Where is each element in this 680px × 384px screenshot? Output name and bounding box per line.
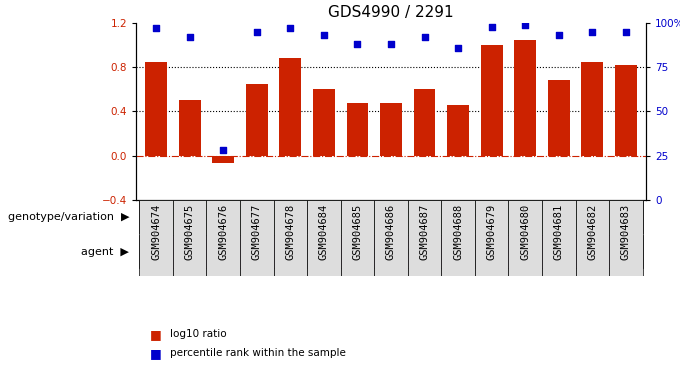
- Bar: [307, 200, 341, 276]
- Point: [285, 25, 296, 31]
- Text: none: none: [207, 245, 239, 258]
- Title: GDS4990 / 2291: GDS4990 / 2291: [328, 5, 454, 20]
- Text: GSM904676: GSM904676: [218, 204, 228, 260]
- Point: [318, 32, 329, 38]
- Point: [620, 29, 631, 35]
- Text: percentile rank within the sample: percentile rank within the sample: [170, 348, 346, 358]
- Bar: [548, 81, 570, 156]
- Bar: [481, 45, 503, 156]
- Point: [184, 34, 195, 40]
- Point: [587, 29, 598, 35]
- Bar: [279, 58, 301, 156]
- Text: GSM904682: GSM904682: [588, 204, 597, 260]
- Bar: [380, 103, 402, 156]
- Bar: [139, 235, 307, 268]
- Bar: [313, 89, 335, 156]
- Point: [386, 41, 396, 47]
- Bar: [575, 200, 609, 276]
- Point: [218, 147, 228, 153]
- Bar: [581, 62, 603, 156]
- Point: [554, 32, 564, 38]
- Text: GSM904674: GSM904674: [151, 204, 161, 260]
- Bar: [173, 200, 207, 276]
- Bar: [246, 84, 268, 156]
- Bar: [447, 105, 469, 156]
- Text: GSM904683: GSM904683: [621, 204, 631, 260]
- Text: GSM904685: GSM904685: [352, 204, 362, 260]
- Bar: [146, 62, 167, 156]
- Bar: [139, 200, 173, 276]
- Text: GSM904684: GSM904684: [319, 204, 329, 260]
- Bar: [307, 235, 475, 268]
- Point: [151, 25, 162, 31]
- Bar: [341, 200, 374, 276]
- Text: GSM904687: GSM904687: [420, 204, 430, 260]
- Text: GSM904680: GSM904680: [520, 204, 530, 260]
- Bar: [615, 65, 636, 156]
- Bar: [413, 89, 435, 156]
- Bar: [509, 200, 542, 276]
- Bar: [347, 103, 369, 156]
- Text: ■: ■: [150, 328, 161, 341]
- Text: GSM904686: GSM904686: [386, 204, 396, 260]
- Text: GSM904681: GSM904681: [554, 204, 564, 260]
- Point: [352, 41, 363, 47]
- Point: [453, 45, 464, 51]
- Text: GSM904688: GSM904688: [453, 204, 463, 260]
- Bar: [542, 200, 575, 276]
- Text: db/+: db/+: [208, 210, 239, 223]
- Text: rosiglitazone: rosiglitazone: [351, 245, 431, 258]
- Text: log10 ratio: log10 ratio: [170, 329, 226, 339]
- Bar: [240, 200, 273, 276]
- Bar: [514, 40, 536, 156]
- Bar: [475, 235, 643, 268]
- Point: [419, 34, 430, 40]
- Bar: [207, 200, 240, 276]
- Bar: [609, 200, 643, 276]
- Bar: [374, 200, 408, 276]
- Bar: [408, 200, 441, 276]
- Text: ■: ■: [150, 347, 161, 360]
- Text: none: none: [543, 245, 575, 258]
- Bar: [307, 200, 643, 233]
- Bar: [273, 200, 307, 276]
- Point: [520, 22, 530, 28]
- Text: genotype/variation  ▶: genotype/variation ▶: [7, 212, 129, 222]
- Bar: [475, 200, 509, 276]
- Text: GSM904678: GSM904678: [286, 204, 295, 260]
- Bar: [139, 200, 307, 233]
- Point: [252, 29, 262, 35]
- Text: db/db: db/db: [457, 210, 493, 223]
- Point: [486, 23, 497, 30]
- Bar: [212, 156, 234, 163]
- Bar: [179, 100, 201, 156]
- Bar: [441, 200, 475, 276]
- Text: GSM904677: GSM904677: [252, 204, 262, 260]
- Text: agent  ▶: agent ▶: [82, 247, 129, 257]
- Text: GSM904679: GSM904679: [487, 204, 496, 260]
- Text: GSM904675: GSM904675: [185, 204, 194, 260]
